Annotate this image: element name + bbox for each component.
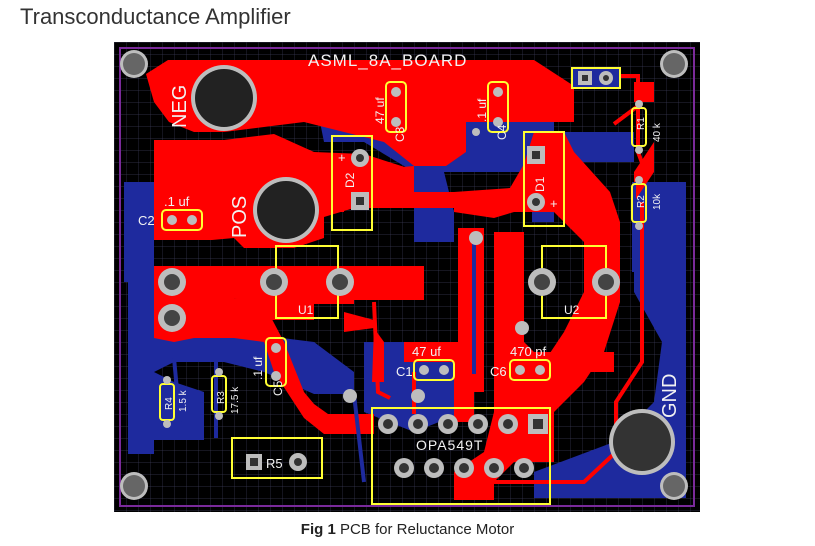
r3-label: R3 (216, 391, 227, 404)
r4-label: R4 (164, 397, 175, 410)
capacitor-footprints (161, 81, 551, 387)
c4-value-label: .1 uf (475, 98, 489, 122)
c4-label: C4 (495, 124, 509, 140)
c3-value-label: 47 uf (373, 97, 387, 124)
r2-value-label: 10k (652, 193, 663, 210)
c1-value-label: 47 uf (412, 344, 441, 359)
u1-label: U1 (298, 303, 314, 317)
opamp-label: OPA549T (416, 437, 483, 453)
resistor-footprints (159, 100, 647, 428)
r3-value-label: 17.5 k (230, 386, 241, 414)
r2-label: R2 (636, 195, 647, 208)
neg-label: NEG (169, 85, 191, 128)
vias (343, 128, 529, 403)
d2-plus-label: + (338, 150, 346, 165)
connector-j1 (571, 67, 621, 89)
c5-value-label: .1 uf (251, 356, 265, 380)
mounting-holes (120, 50, 688, 500)
d1-plus-label: + (550, 196, 558, 211)
caption-label: Fig 1 (300, 521, 336, 538)
bottom-traces (172, 182, 636, 483)
c1-label: C1 (396, 364, 413, 379)
c2-label: C2 (138, 213, 155, 228)
r5-label: R5 (266, 456, 283, 471)
d1-label: D1 (533, 176, 547, 192)
page-title: Transconductance Amplifier (20, 4, 291, 29)
u2-footprint (528, 245, 620, 319)
r1-value-label: 40 k (652, 122, 663, 142)
c5-label: C5 (271, 380, 285, 396)
r5-footprint (231, 437, 323, 479)
c3-label: C3 (393, 126, 407, 142)
c6-label: C6 (490, 364, 507, 379)
d2-label: D2 (343, 172, 357, 188)
r1-label: R1 (636, 117, 647, 130)
pcb-layout: ASML_8A_BOARD NEG POS GND U1 U2 OPA549T … (114, 42, 700, 512)
r4-value-label: 1.5 k (178, 389, 189, 412)
pcb-canvas: ASML_8A_BOARD NEG POS GND U1 U2 OPA549T … (114, 42, 700, 512)
opa549t-footprint (371, 407, 551, 505)
pos-label: POS (229, 196, 251, 238)
board-name-text: ASML_8A_BOARD (308, 51, 467, 70)
c2-value-label: .1 uf (164, 194, 190, 209)
c6-value-label: 470 pf (510, 344, 547, 359)
power-terminals (191, 65, 675, 475)
u2-label: U2 (564, 303, 580, 317)
gnd-label: GND (659, 374, 681, 418)
board-outline (119, 47, 695, 507)
u1-footprint (158, 245, 354, 332)
caption-text: PCB for Reluctance Motor (339, 521, 515, 538)
diode-footprints (331, 131, 565, 231)
figure-caption: Fig 1 PCB for Reluctance Motor (0, 521, 815, 538)
